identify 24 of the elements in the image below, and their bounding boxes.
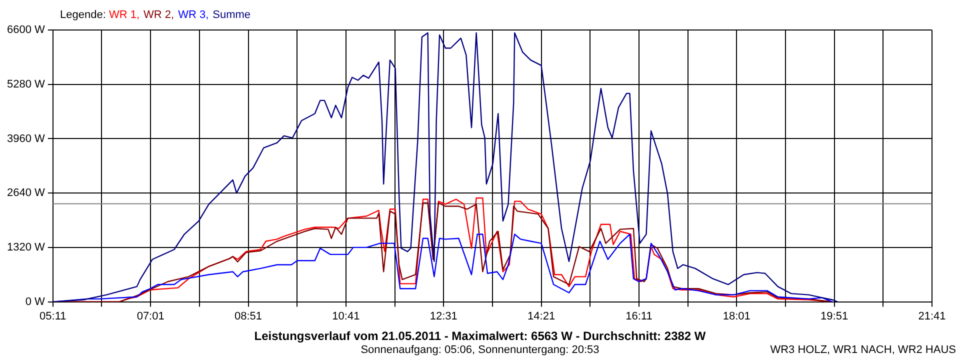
y-tick-label: 0 W <box>25 296 46 308</box>
x-tick-label: 07:01 <box>136 310 164 322</box>
y-tick-label: 1320 W <box>6 241 46 254</box>
text: Sonnenaufgang: 05:06, Sonnenuntergang: 20:53 <box>360 344 600 356</box>
x-tick-label: 19:51 <box>820 310 848 322</box>
legend-title: Legende: <box>60 9 107 21</box>
y-tick-label: 2640 W <box>6 187 46 200</box>
x-tick-label: 10:41 <box>332 310 360 322</box>
text: WR 3, <box>178 9 209 21</box>
y-tick-label: 3960 W <box>6 132 46 145</box>
x-tick-label: 12:31 <box>430 310 458 322</box>
x-tick-label: 08:51 <box>234 310 262 322</box>
text: Summe <box>212 9 251 21</box>
x-tick-label: 21:41 <box>918 310 946 322</box>
text: Leistungsverlauf vom 21.05.2011 - Maximalwert: 6563 W - Durchschnitt: 2382 W <box>253 329 707 343</box>
x-tick-label: 16:11 <box>626 310 652 322</box>
y-tick-label: 5280 W <box>6 78 46 90</box>
x-tick-label: 14:21 <box>528 310 556 322</box>
text: WR3 HOLZ, WR1 NACH, WR2 HAUS <box>770 344 956 356</box>
text: WR 2, <box>144 9 174 21</box>
x-tick-label: 05:11 <box>40 310 66 322</box>
y-tick-label: 6600 W <box>6 24 46 36</box>
text: WR 1, <box>108 9 140 21</box>
x-tick-label: 18:01 <box>722 310 750 322</box>
